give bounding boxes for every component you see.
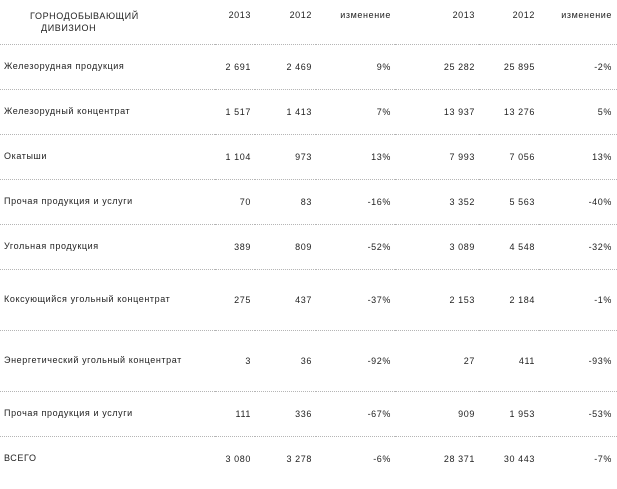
cell-change: -37%: [367, 294, 391, 305]
cell-value: 1 517: [225, 106, 251, 117]
cell-value: 437: [295, 294, 312, 305]
cell-change: 7%: [376, 106, 391, 117]
cell-change: -2%: [594, 61, 612, 72]
cell-value: 1 413: [286, 106, 312, 117]
cell-value: 7 993: [449, 151, 475, 162]
division-header-line1: ГОРНОДОБЫВАЮЩИЙ: [30, 11, 139, 21]
cell-change: -6%: [373, 453, 391, 464]
cell-value: 13 276: [503, 106, 535, 117]
cell-change: 5%: [597, 106, 612, 117]
cell-value: 3 080: [225, 453, 251, 464]
cell-change: -52%: [367, 241, 391, 252]
cell-value: 336: [295, 408, 312, 419]
table-body: Железорудная продукция 2 691 2 469 9% 25…: [0, 44, 617, 481]
col-header-change-a: изменение: [340, 10, 391, 20]
total-row: ВСЕГО 3 080 3 278 -6% 28 371 30 443 -7%: [0, 436, 617, 481]
cell-value: 28 371: [443, 453, 475, 464]
cell-value: 2 691: [225, 61, 251, 72]
table-header: ГОРНОДОБЫВАЮЩИЙ ДИВИЗИОН 2013 2012 измен…: [0, 0, 617, 44]
cell-value: 2 184: [509, 294, 535, 305]
table-row: Прочая продукция и услуги 111 336 -67% 9…: [0, 391, 617, 436]
cell-value: 13 937: [443, 106, 475, 117]
row-label: Прочая продукция и услуги: [4, 196, 133, 206]
cell-change: 9%: [376, 61, 391, 72]
cell-value: 389: [234, 241, 251, 252]
table-row: Прочая продукция и услуги 70 83 -16% 3 3…: [0, 179, 617, 224]
cell-value: 25 895: [503, 61, 535, 72]
row-label: Угольная продукция: [4, 241, 99, 251]
cell-value: 111: [235, 408, 251, 419]
cell-value: 3: [245, 355, 251, 366]
cell-value: 36: [300, 355, 312, 366]
cell-value: 5 563: [509, 196, 535, 207]
total-label: ВСЕГО: [4, 453, 37, 464]
table-row: Угольная продукция 389 809 -52% 3 089 4 …: [0, 224, 617, 269]
cell-change: -16%: [367, 196, 391, 207]
cell-change: -67%: [367, 408, 391, 419]
cell-value: 809: [295, 241, 312, 252]
row-label: Железорудная продукция: [4, 61, 125, 71]
cell-change: 13%: [592, 151, 612, 162]
cell-value: 27: [463, 355, 475, 366]
cell-change: 13%: [371, 151, 391, 162]
cell-value: 1 953: [509, 408, 535, 419]
table-row: Энергетический угольный концентрат 3 36 …: [0, 330, 617, 391]
col-header-change-b: изменение: [561, 10, 612, 20]
cell-value: 83: [300, 196, 312, 207]
cell-change: -93%: [588, 355, 612, 366]
cell-change: -92%: [367, 355, 391, 366]
row-label: Коксующийся угольный концентрат: [4, 294, 171, 304]
cell-value: 3 278: [286, 453, 312, 464]
cell-value: 3 352: [449, 196, 475, 207]
row-label: Железорудный концентрат: [4, 106, 131, 116]
cell-value: 275: [234, 294, 251, 305]
cell-value: 4 548: [509, 241, 535, 252]
row-label: Прочая продукция и услуги: [4, 408, 133, 418]
cell-value: 70: [239, 196, 251, 207]
cell-value: 973: [295, 151, 312, 162]
cell-value: 2 153: [449, 294, 475, 305]
cell-change: -1%: [594, 294, 612, 305]
row-label: Окатыши: [4, 151, 47, 161]
cell-change: -7%: [594, 453, 612, 464]
cell-value: 1 104: [225, 151, 251, 162]
cell-value: 3 089: [449, 241, 475, 252]
cell-value: 7 056: [509, 151, 535, 162]
division-header-line2: ДИВИЗИОН: [41, 23, 97, 33]
cell-value: 25 282: [443, 61, 475, 72]
table-row: Железорудный концентрат 1 517 1 413 7% 1…: [0, 89, 617, 134]
col-header-2012-b: 2012: [512, 10, 535, 20]
cell-change: -53%: [588, 408, 612, 419]
col-header-2013-b: 2013: [452, 10, 475, 20]
cell-change: -32%: [588, 241, 612, 252]
table-row: Железорудная продукция 2 691 2 469 9% 25…: [0, 44, 617, 89]
col-header-2012-a: 2012: [289, 10, 312, 20]
col-header-2013-a: 2013: [228, 10, 251, 20]
cell-value: 909: [458, 408, 475, 419]
cell-change: -40%: [588, 196, 612, 207]
cell-value: 2 469: [286, 61, 312, 72]
table-row: Коксующийся угольный концентрат 275 437 …: [0, 269, 617, 330]
row-label: Энергетический угольный концентрат: [4, 355, 182, 365]
cell-value: 30 443: [503, 453, 535, 464]
cell-value: 411: [518, 355, 535, 366]
table-row: Окатыши 1 104 973 13% 7 993 7 056 13%: [0, 134, 617, 179]
division-header: ГОРНОДОБЫВАЮЩИЙ ДИВИЗИОН: [0, 0, 215, 44]
